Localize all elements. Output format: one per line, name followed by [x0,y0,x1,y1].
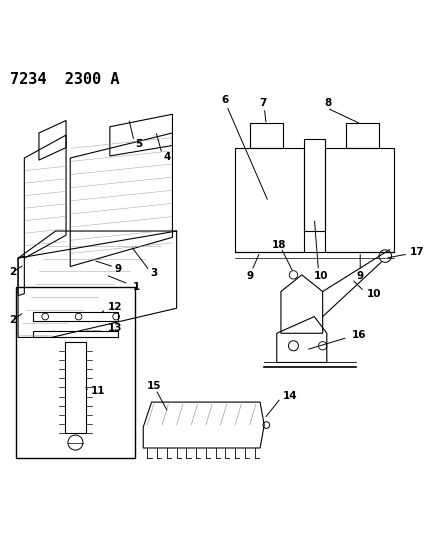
Text: 11: 11 [91,386,106,396]
Text: 9: 9 [246,271,253,281]
Text: 3: 3 [151,268,158,278]
Text: 10: 10 [366,289,381,298]
Text: 15: 15 [146,381,161,391]
Text: 2: 2 [9,315,16,325]
Text: 10: 10 [313,271,328,281]
Text: 18: 18 [272,240,286,250]
Text: 2: 2 [9,266,16,277]
Text: 4: 4 [163,152,171,162]
Bar [33,331,118,337]
Bar [65,342,86,433]
Bar [16,287,135,458]
Text: 9: 9 [115,264,122,274]
Text: 1: 1 [133,281,140,292]
Text: 17: 17 [410,247,425,257]
Text: 8: 8 [324,98,331,108]
Text: 6: 6 [221,95,228,104]
Text: 13: 13 [108,323,122,333]
Text: 7: 7 [260,98,267,108]
Text: 12: 12 [108,302,122,312]
Bar [33,312,118,321]
Text: 9: 9 [357,271,364,281]
Text: 7234  2300 A: 7234 2300 A [10,72,119,87]
Text: 14: 14 [283,391,297,401]
Text: 16: 16 [352,330,366,341]
Text: 5: 5 [135,139,142,149]
